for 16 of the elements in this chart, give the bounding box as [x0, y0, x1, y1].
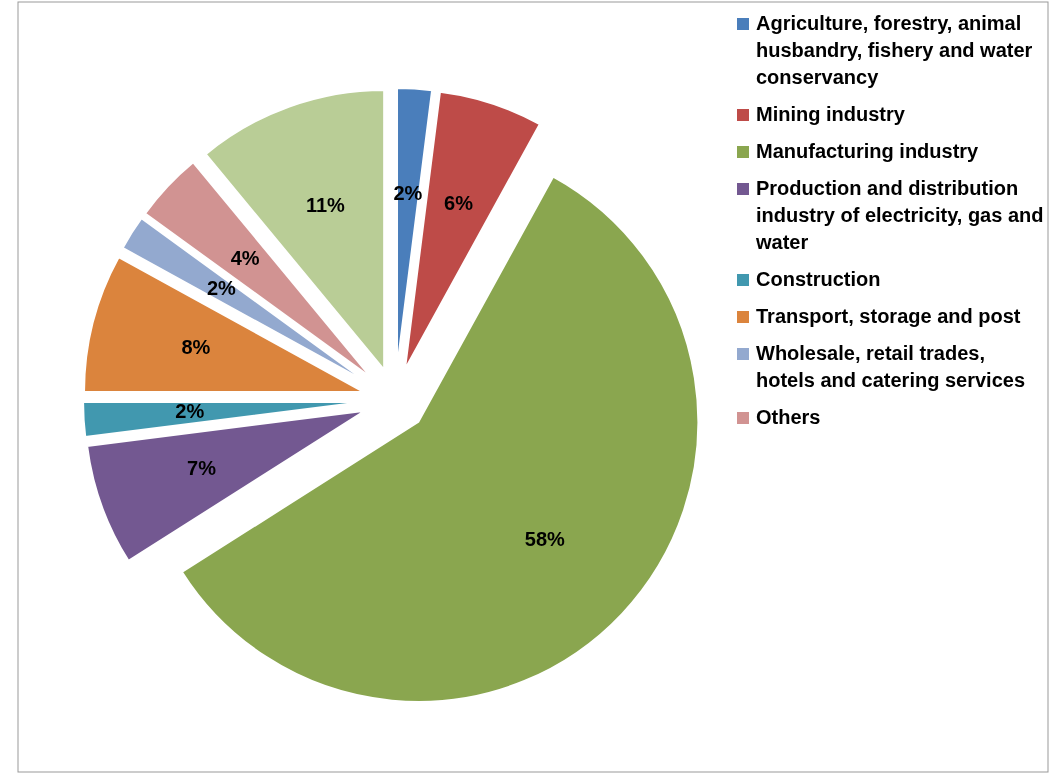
legend-label: Transport, storage and post: [756, 305, 1021, 328]
data-label: 8%: [181, 336, 211, 359]
legend-label: Production and distribution industry of electricity, gas and water: [755, 177, 1044, 254]
legend-label: Mining industry: [756, 103, 906, 126]
data-label: 58%: [524, 528, 566, 551]
legend-label: Others: [756, 406, 821, 429]
data-label: 2%: [206, 277, 237, 300]
data-label: 6%: [444, 191, 474, 214]
legend-label: Agriculture, forestry, animal husbandry, fishery and water conservancy: [756, 12, 1033, 89]
legend-label: Manufacturing industry: [756, 140, 980, 163]
data-label: 2%: [175, 400, 205, 423]
data-label: 11%: [305, 193, 346, 216]
legend-label: Construction: [756, 268, 881, 291]
data-label: 4%: [230, 246, 260, 269]
data-label: 7%: [187, 456, 217, 479]
legend-label: Wholesale, retail trades, hotels and catering services: [756, 342, 1026, 392]
